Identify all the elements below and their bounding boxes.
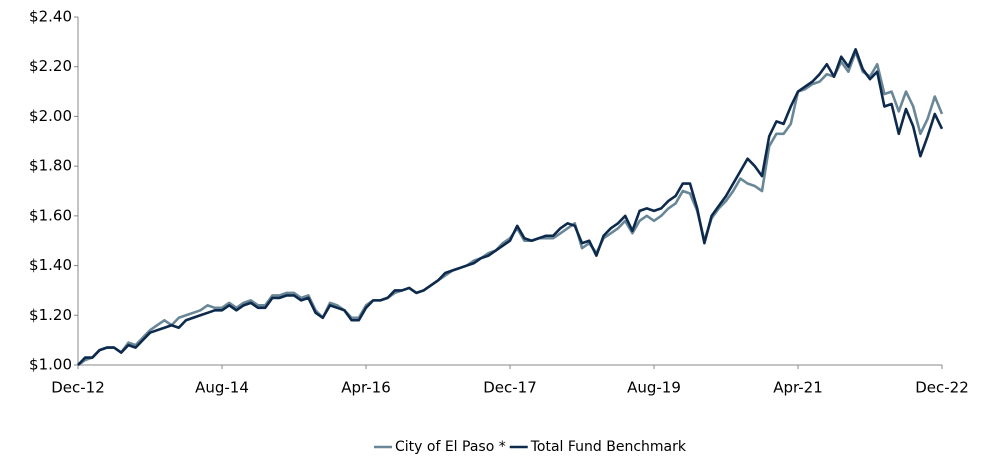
y-tick-label: $1.60	[29, 206, 72, 224]
y-tick-label: $2.40	[29, 8, 72, 26]
x-tick-label: Dec-17	[483, 379, 537, 397]
x-tick-label: Aug-14	[195, 379, 249, 397]
series-line	[77, 48, 944, 366]
y-tick-label: $1.00	[29, 356, 72, 374]
y-tick-label: $2.00	[29, 107, 72, 125]
legend-label: Total Fund Benchmark	[530, 439, 687, 455]
legend-label: City of El Paso *	[395, 439, 506, 455]
y-tick-label: $1.80	[29, 157, 72, 175]
y-tick-label: $2.20	[29, 57, 72, 75]
series-line	[77, 50, 944, 367]
y-tick-label: $1.40	[29, 256, 72, 274]
x-tick-label: Aug-19	[627, 379, 681, 397]
x-tick-label: Dec-22	[915, 379, 969, 397]
x-tick-label: Apr-16	[341, 379, 391, 397]
x-tick-label: Apr-21	[773, 379, 823, 397]
y-tick-label: $1.20	[29, 306, 72, 324]
x-tick-label: Dec-12	[51, 379, 105, 397]
